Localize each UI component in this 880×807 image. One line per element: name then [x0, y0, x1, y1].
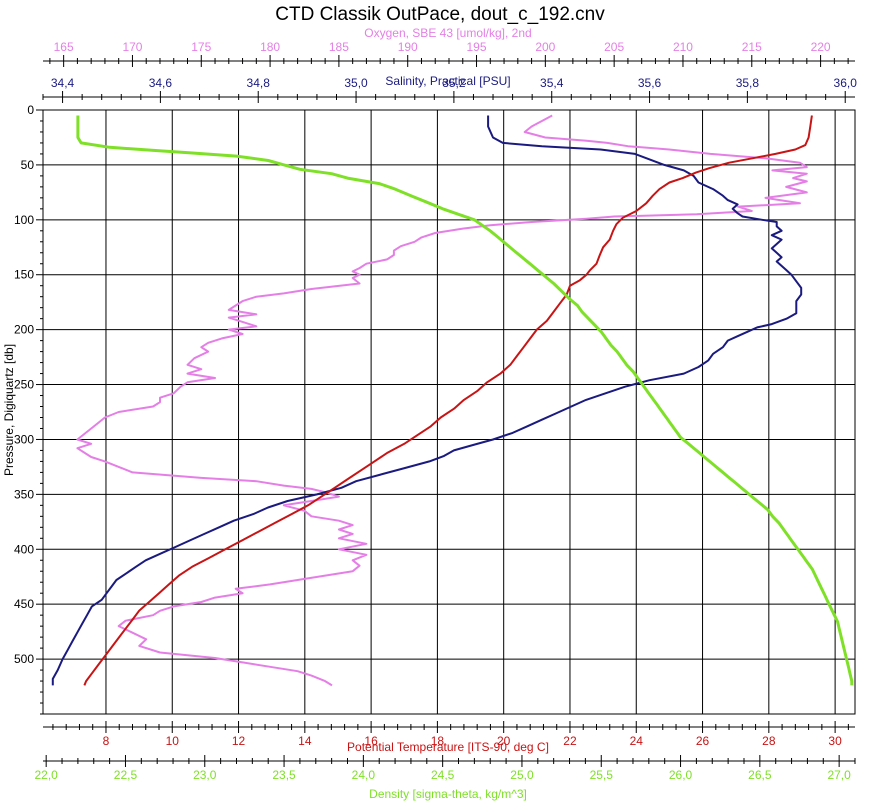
temperature-tick-label: 14 [298, 734, 312, 748]
oxygen-axis-label: Oxygen, SBE 43 [umol/kg], 2nd [364, 26, 531, 40]
temperature-axis-label: Potential Temperature [ITS-90, deg C] [347, 740, 549, 754]
y-tick-label: 250 [14, 378, 34, 392]
y-tick-label: 100 [14, 213, 34, 227]
density-tick-label: 26,0 [669, 768, 693, 782]
oxygen-axis: 165 170 175 180 185 190 195 200 205 210 215 220 [43, 40, 855, 67]
oxygen-tick-label: 190 [398, 40, 418, 54]
density-series-line [76, 115, 854, 686]
oxygen-tick-label: 210 [673, 40, 693, 54]
density-tick-label: 22,0 [34, 768, 58, 782]
oxygen-tick-label: 195 [467, 40, 487, 54]
oxygen-tick-label: 205 [604, 40, 624, 54]
oxygen-tick-label: 185 [329, 40, 349, 54]
density-tick-label: 25,0 [510, 768, 534, 782]
density-tick-label: 23,0 [193, 768, 217, 782]
series-group [51, 114, 854, 687]
density-tick-label: 23,5 [272, 768, 296, 782]
y-tick-label: 350 [14, 487, 34, 501]
temperature-tick-label: 30 [828, 734, 842, 748]
salinity-axis-label: Salinity, Practical [PSU] [385, 74, 510, 88]
salinity-tick-label: 35,6 [638, 76, 662, 90]
oxygen-tick-label: 165 [54, 40, 74, 54]
y-tick-label: 500 [14, 652, 34, 666]
salinity-tick-label: 35,2 [442, 76, 466, 90]
density-tick-label: 27,0 [827, 768, 851, 782]
temperature-tick-label: 28 [762, 734, 776, 748]
temperature-tick-label: 22 [563, 734, 577, 748]
density-tick-label: 26,5 [748, 768, 772, 782]
oxygen-tick-label: 175 [191, 40, 211, 54]
salinity-tick-label: 35,0 [344, 76, 368, 90]
temperature-tick-label: 18 [431, 734, 445, 748]
oxygen-tick-label: 180 [260, 40, 280, 54]
temperature-series-line [83, 115, 813, 686]
temperature-tick-label: 24 [630, 734, 644, 748]
plot-frame [42, 109, 856, 715]
temperature-tick-label: 26 [696, 734, 710, 748]
temperature-tick-label: 10 [166, 734, 180, 748]
oxygen-series-line [76, 114, 808, 687]
oxygen-tick-label: 170 [122, 40, 142, 54]
salinity-tick-label: 34,4 [51, 76, 75, 90]
oxygen-tick-label: 215 [742, 40, 762, 54]
temperature-tick-label: 20 [497, 734, 511, 748]
salinity-tick-label: 34,8 [247, 76, 271, 90]
salinity-tick-label: 36,0 [834, 76, 858, 90]
y-tick-label: 450 [14, 597, 34, 611]
y-tick-label: 50 [21, 158, 35, 172]
density-tick-label: 22,5 [114, 768, 138, 782]
oxygen-tick-label: 220 [811, 40, 831, 54]
y-tick-label: 0 [27, 103, 34, 117]
oxygen-tick-label: 200 [535, 40, 555, 54]
salinity-tick-label: 35,8 [736, 76, 760, 90]
temperature-tick-label: 12 [232, 734, 246, 748]
y-tick-label: 300 [14, 432, 34, 446]
pressure-axis: 0 50 100 150 200 250 300 350 400 450 500 [14, 103, 43, 715]
temperature-tick-label: 8 [103, 734, 110, 748]
salinity-tick-label: 35,4 [540, 76, 564, 90]
density-tick-label: 24,0 [352, 768, 376, 782]
salinity-tick-label: 34,6 [149, 76, 173, 90]
salinity-series-line [51, 115, 803, 686]
plot-area [42, 109, 856, 715]
temperature-axis: 8 10 12 14 16 18 20 22 24 26 28 30 [43, 721, 855, 748]
temperature-tick-label: 16 [364, 734, 378, 748]
salinity-axis: 34,4 34,6 34,8 35,0 35,2 35,4 35,6 35,8 36,0 [42, 76, 858, 103]
density-axis: 22,0 22,5 23,0 23,5 24,0 24,5 25,0 25,5 26,0 26,5… [34, 755, 856, 782]
density-axis-label: Density [sigma-theta, kg/m^3] [369, 787, 527, 801]
density-tick-label: 25,5 [590, 768, 614, 782]
y-tick-label: 400 [14, 542, 34, 556]
y-tick-label: 200 [14, 323, 34, 337]
y-tick-label: 150 [14, 268, 34, 282]
chart-title: CTD Classik OutPace, dout_c_192.cnv [275, 4, 605, 25]
density-tick-label: 24,5 [431, 768, 455, 782]
pressure-axis-label: Pressure, Digiquartz [db] [2, 344, 16, 476]
